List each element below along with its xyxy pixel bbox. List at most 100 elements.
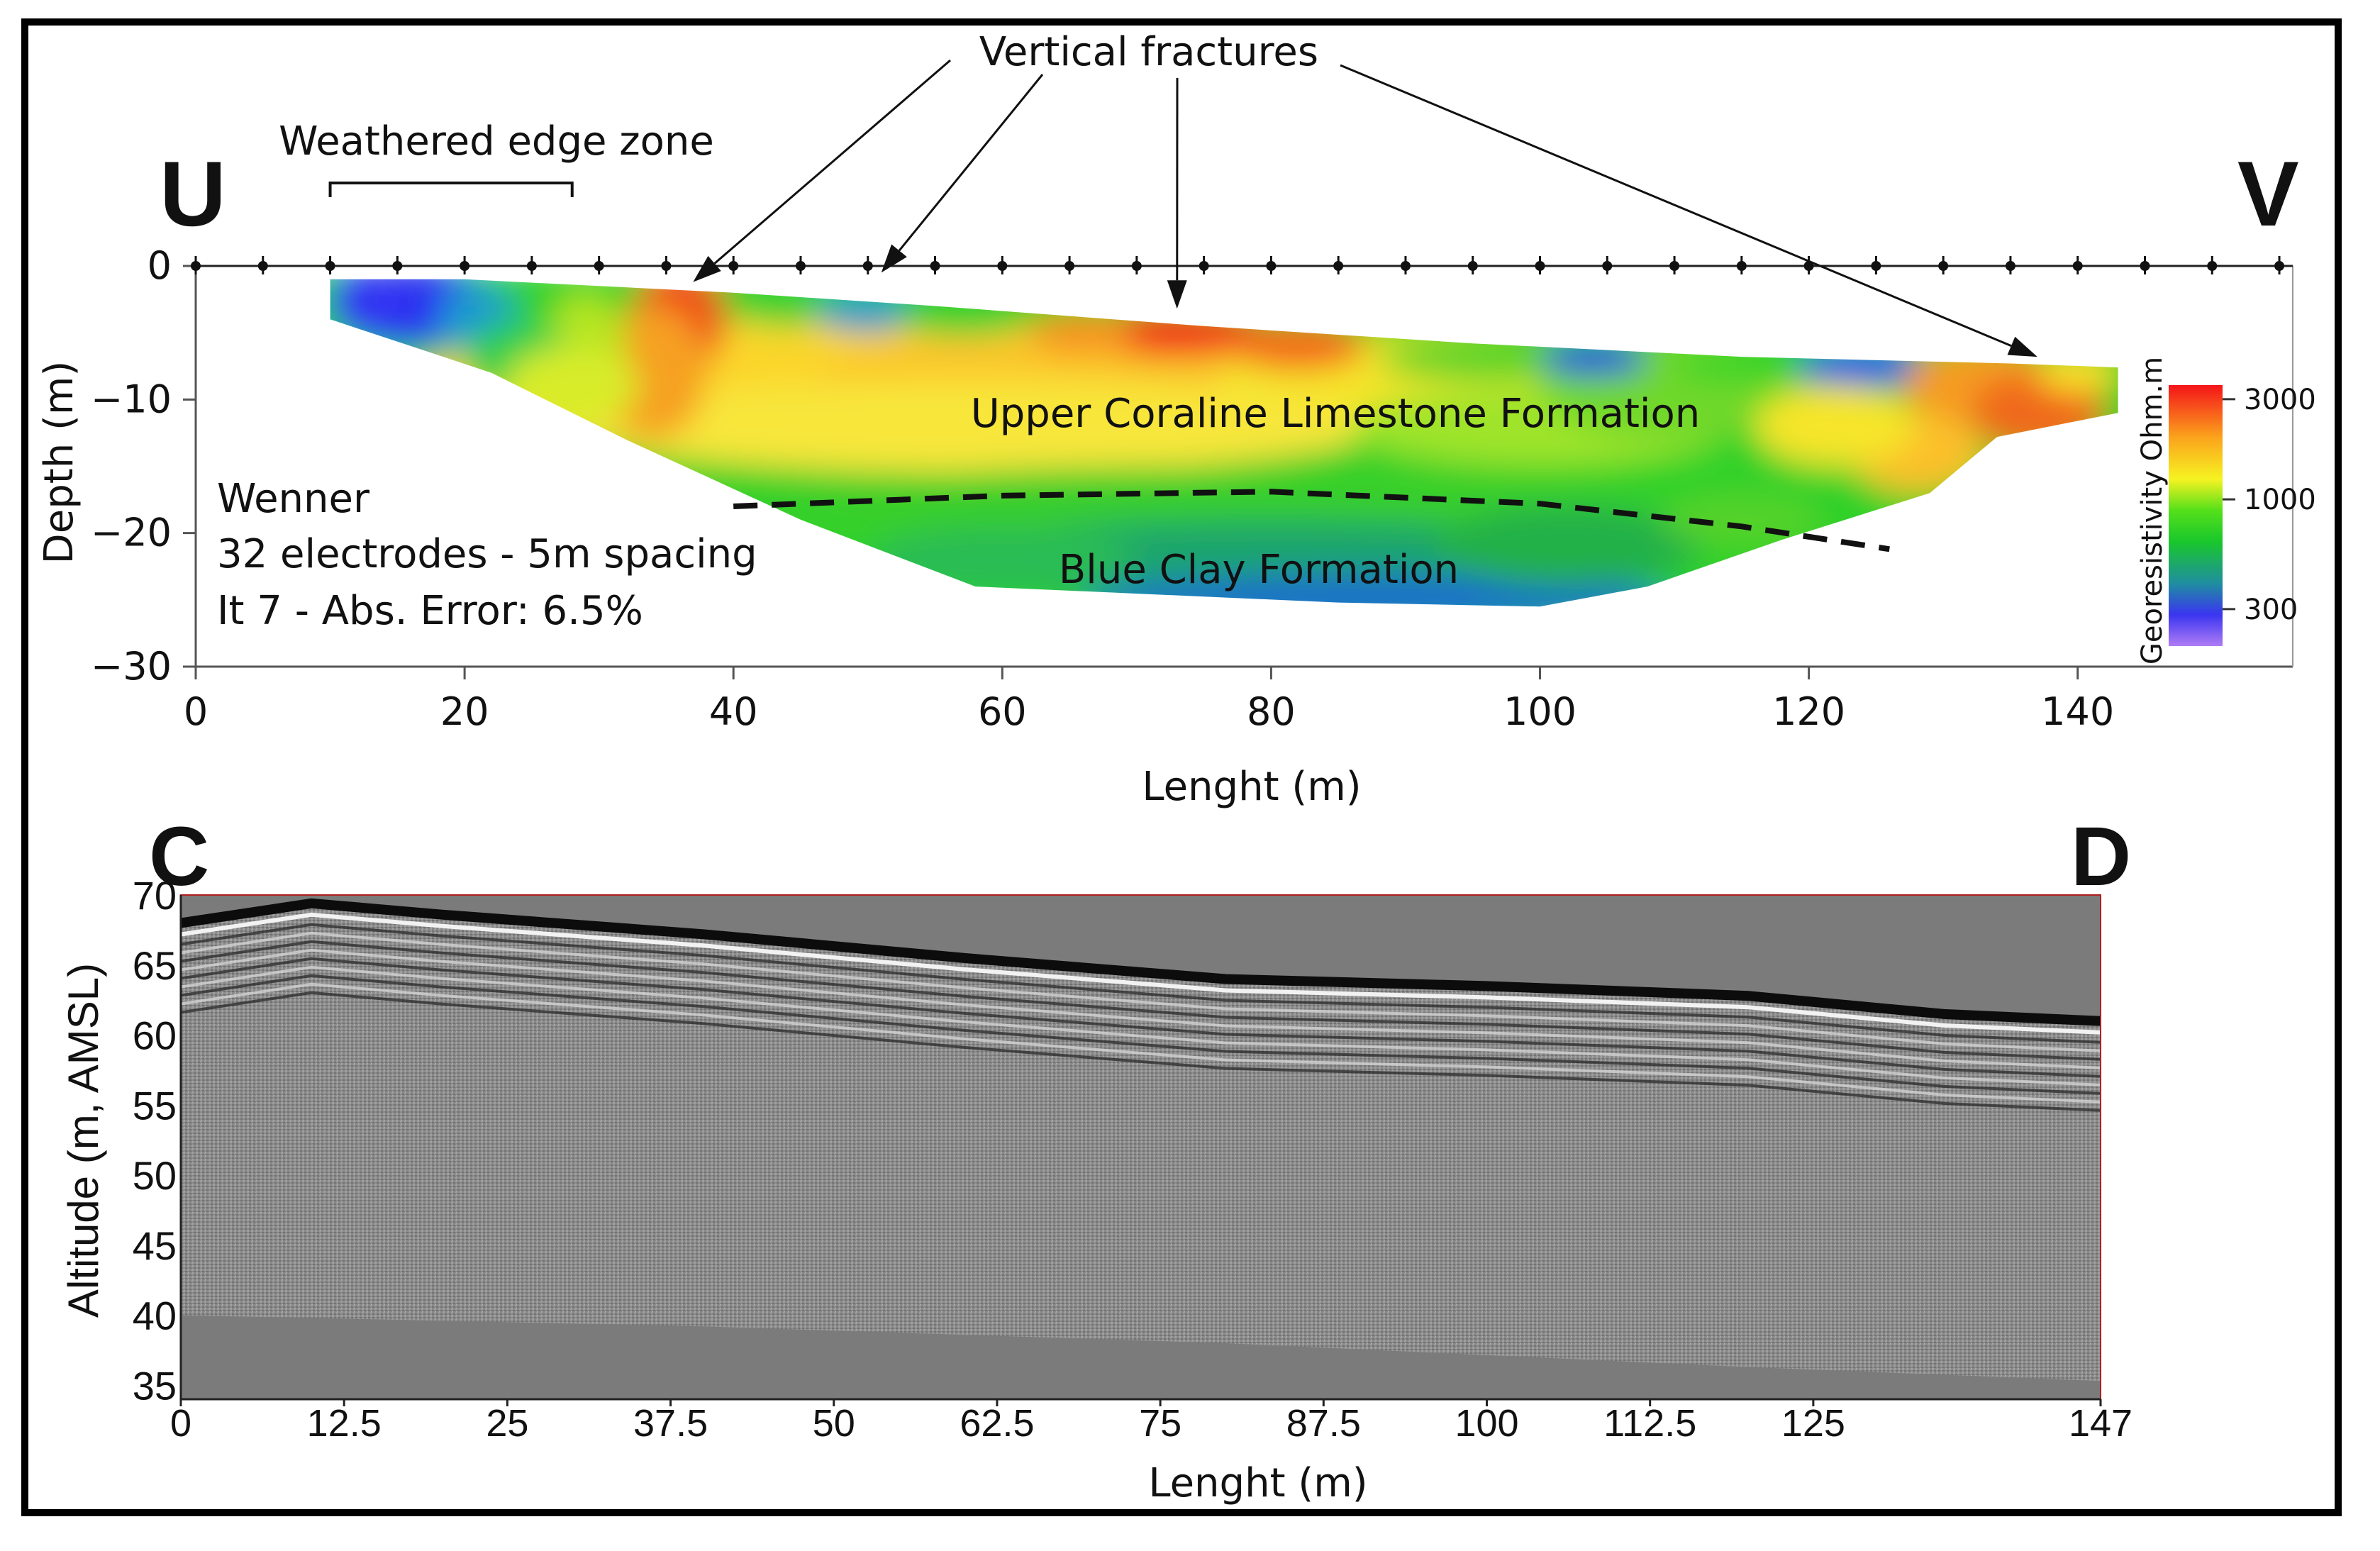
section-end-label-d: D [2071, 810, 2131, 904]
electrode [2207, 261, 2218, 271]
electrode [795, 261, 806, 271]
resistivity-zone [1755, 386, 1917, 467]
fracture-arrow-head [881, 244, 907, 273]
gpr-x-tick-label: 147 [2069, 1402, 2132, 1445]
gpr-x-tick-label: 100 [1455, 1402, 1518, 1445]
fracture-arrow-head [693, 255, 721, 282]
electrode [594, 261, 604, 271]
electrode [2072, 261, 2083, 271]
fracture-arrow-head [2007, 336, 2037, 357]
resistivity-zone [1379, 339, 1594, 380]
electrode [257, 261, 268, 271]
ert-y-axis-label: Depth (m) [36, 361, 82, 565]
weathered-zone-bracket [328, 182, 574, 197]
gpr-y-tick-label: 55 [133, 1083, 177, 1128]
ert-y-tick-label: −10 [91, 377, 172, 421]
gpr-x-tick-label: 112.5 [1603, 1402, 1696, 1445]
reflector-band [181, 940, 2101, 1061]
section-start-label-c: C [149, 810, 209, 904]
formation-boundary-line [733, 489, 1890, 552]
gpr-x-tick-label: 50 [813, 1402, 855, 1445]
electrode [325, 261, 335, 271]
reflector-band [181, 982, 2101, 1104]
electrode [1131, 261, 1142, 271]
electrode-array [191, 256, 2293, 274]
survey-info-line-2: 32 electrodes - 5m spacing [217, 531, 757, 577]
colorbar-tick-label: 1000 [2244, 484, 2316, 516]
ert-x-tick-label: 100 [1503, 689, 1577, 734]
electrode [191, 261, 201, 271]
gpr-x-tick-label: 12.5 [307, 1402, 382, 1445]
ert-x-tick-label: 20 [440, 689, 489, 734]
ert-x-tick-label: 60 [978, 689, 1027, 734]
resistivity-zone [1661, 493, 1823, 547]
electrode [2005, 261, 2015, 271]
ert-x-tick-label: 140 [2041, 689, 2114, 734]
electrode [460, 261, 470, 271]
fractures-label: Vertical fractures [979, 29, 1318, 75]
colorbar-tick-label: 300 [2244, 594, 2298, 626]
resistivity-zone [572, 379, 1379, 473]
colorbar-gradient [2169, 385, 2223, 646]
ert-x-tick-label: 120 [1772, 689, 1845, 734]
ert-y-tick-label: −30 [91, 644, 172, 689]
ert-x-tick-label: 0 [184, 689, 208, 734]
upper-formation-label: Upper Coraline Limestone Formation [971, 391, 1700, 437]
electrode [1938, 261, 1949, 271]
electrode [1669, 261, 1680, 271]
resistivity-zone [1432, 506, 1701, 587]
gpr-y-axis-label: Altitude (m, AMSL) [60, 963, 107, 1318]
gpr-x-tick-label: 125 [1781, 1402, 1845, 1445]
reflector-band [181, 931, 2101, 1052]
ert-x-tick-label: 80 [1247, 689, 1296, 734]
electrode [1266, 261, 1277, 271]
electrode [862, 261, 873, 271]
fracture-arrow-line [1340, 64, 2012, 348]
gpr-y-tick-label: 65 [133, 943, 177, 988]
reflector-band [181, 965, 2101, 1086]
electrode [1199, 261, 1209, 271]
fracture-arrow-head [1167, 280, 1187, 309]
gpr-y-tick-label: 50 [133, 1153, 177, 1198]
reflector-band [181, 923, 2101, 1044]
electrode [930, 261, 940, 271]
resistivity-zone [2037, 352, 2118, 393]
reflector-band [181, 991, 2101, 1112]
electrode [661, 261, 672, 271]
ert-x-axis-label: Lenght (m) [1142, 764, 1361, 810]
gpr-x-tick-label: 37.5 [633, 1402, 708, 1445]
gpr-x-tick-label: 62.5 [960, 1402, 1034, 1445]
gpr-y-tick-label: 45 [133, 1223, 177, 1268]
section-end-label-v: V [2237, 142, 2299, 245]
colorbar-title: Georesistivity Ohm.m [2136, 357, 2169, 665]
reflector-band [181, 957, 2101, 1078]
resistivity-zone [330, 279, 411, 333]
gpr-axes [179, 894, 2101, 1401]
ert-axes [194, 266, 2293, 668]
electrode [526, 261, 537, 271]
colorbar-tick-label: 3000 [2244, 384, 2316, 416]
resistivity-zone [504, 346, 640, 426]
electrode [2274, 261, 2285, 271]
ground-surface-reflector [181, 898, 2101, 1026]
resistivity-zone [1540, 343, 1648, 376]
reflector-band [181, 948, 2101, 1069]
gpr-x-tick-label: 0 [170, 1402, 191, 1445]
electrode [997, 261, 1008, 271]
gpr-x-axis-label: Lenght (m) [1148, 1460, 1367, 1506]
electrode [728, 261, 739, 271]
gpr-y-tick-label: 35 [133, 1363, 177, 1408]
gpr-x-tick-label: 87.5 [1286, 1402, 1361, 1445]
ground-surface-reflector-secondary [181, 912, 2101, 1035]
radargram-signal-zone [181, 903, 2101, 1382]
fracture-arrow-line [898, 74, 1044, 252]
resistivity-zone [1230, 322, 1366, 370]
gpr-x-tick-label: 75 [1139, 1402, 1181, 1445]
ert-panel: 0 20 40 60 80 100 120 140 0 −10 −20 −30 U V Vertica… [36, 29, 2316, 810]
survey-info-line-1: Wenner [217, 476, 370, 522]
electrode [1602, 261, 1613, 271]
gpr-y-tick-label: 40 [133, 1294, 177, 1338]
gpr-x-tick-label: 25 [486, 1402, 528, 1445]
lower-formation-label: Blue Clay Formation [1059, 547, 1459, 593]
